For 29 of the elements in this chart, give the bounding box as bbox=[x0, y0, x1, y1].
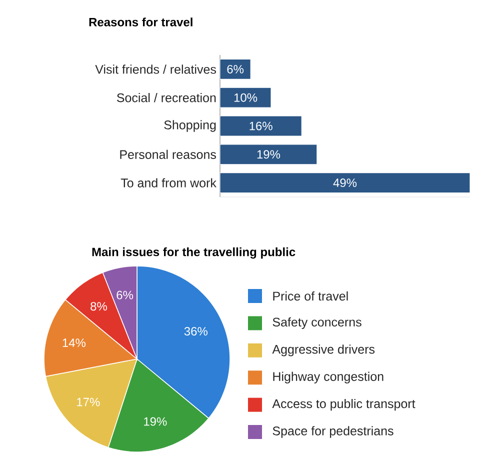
data-label: 8% bbox=[90, 302, 107, 311]
y-tick-label: To and from work bbox=[120, 178, 216, 188]
data-label: 10% bbox=[234, 93, 258, 102]
bar bbox=[220, 87, 272, 108]
data-label: 49% bbox=[333, 178, 357, 188]
bar bbox=[220, 116, 302, 136]
legend-label: Space for pedestrians bbox=[272, 426, 394, 438]
legend-label: Highway congestion bbox=[273, 372, 384, 384]
chart-title: Main issues for the travelling public bbox=[92, 247, 296, 259]
bar bbox=[220, 172, 470, 194]
data-label: 6% bbox=[227, 64, 244, 74]
legend-label: Aggressive drivers bbox=[272, 344, 375, 356]
y-tick-label: Shopping bbox=[164, 120, 216, 132]
data-label: 16% bbox=[250, 122, 272, 130]
y-tick-label: Visit friends / relatives bbox=[95, 64, 216, 74]
y-tick-label: Social / recreation bbox=[116, 93, 216, 102]
y-tick-label: Personal reasons bbox=[120, 150, 216, 159]
data-label: 36% bbox=[184, 327, 208, 336]
chart-title: Reasons for travel bbox=[89, 18, 192, 26]
legend-label: Safety concerns bbox=[272, 317, 362, 330]
data-label: 14% bbox=[62, 338, 86, 347]
data-label: 19% bbox=[257, 150, 280, 159]
data-label: 17% bbox=[77, 398, 100, 406]
bar bbox=[220, 58, 251, 80]
legend-label: Access to public transport bbox=[272, 398, 416, 411]
data-label: 6% bbox=[116, 290, 134, 300]
legend-label: Price of travel bbox=[273, 291, 348, 301]
bar bbox=[220, 144, 318, 165]
data-label: 19% bbox=[144, 417, 167, 426]
